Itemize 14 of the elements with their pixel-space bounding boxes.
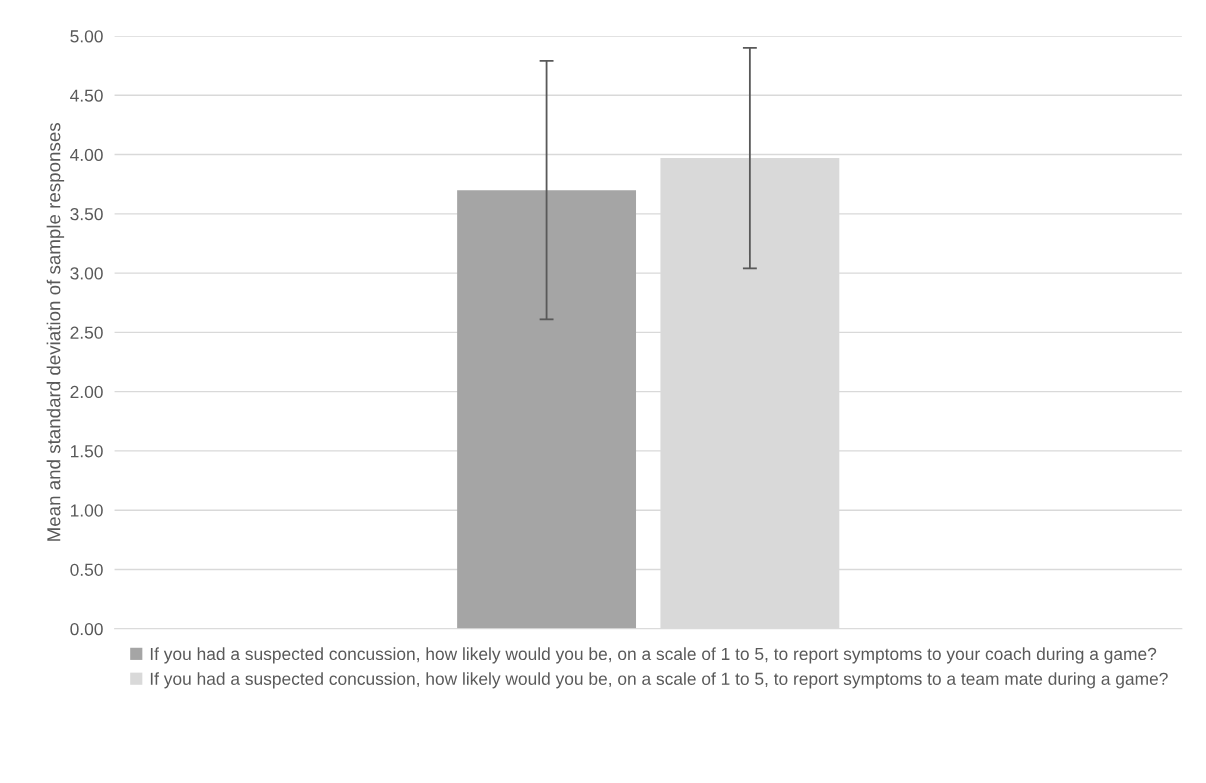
- y-tick-label: 3.00: [70, 267, 103, 280]
- y-tick-label: 2.00: [70, 385, 103, 399]
- legend-label: If you had a suspected concussion, how likely would you be, on a scale of 1 to 5, to report symptoms to a team mate during a game?: [150, 672, 1168, 689]
- y-tick-label: 3.50: [70, 208, 103, 221]
- y-tick-label: 2.50: [70, 326, 103, 339]
- y-tick-label: 1.00: [71, 504, 103, 517]
- y-tick-label: 0.50: [70, 563, 103, 576]
- y-tick-label: 5.00: [70, 30, 103, 43]
- y-axis-title: Mean and standard deviation of sample responses: [46, 123, 65, 541]
- legend-label: If you had a suspected concussion, how likely would you be, on a scale of 1 to 5, to report symptoms to your coach during a game?: [150, 647, 1157, 664]
- y-tick-label: 4.50: [70, 89, 103, 102]
- y-tick-label: 1.50: [71, 445, 103, 458]
- y-tick-label: 4.00: [70, 148, 103, 162]
- y-tick-label: 0.00: [70, 622, 103, 636]
